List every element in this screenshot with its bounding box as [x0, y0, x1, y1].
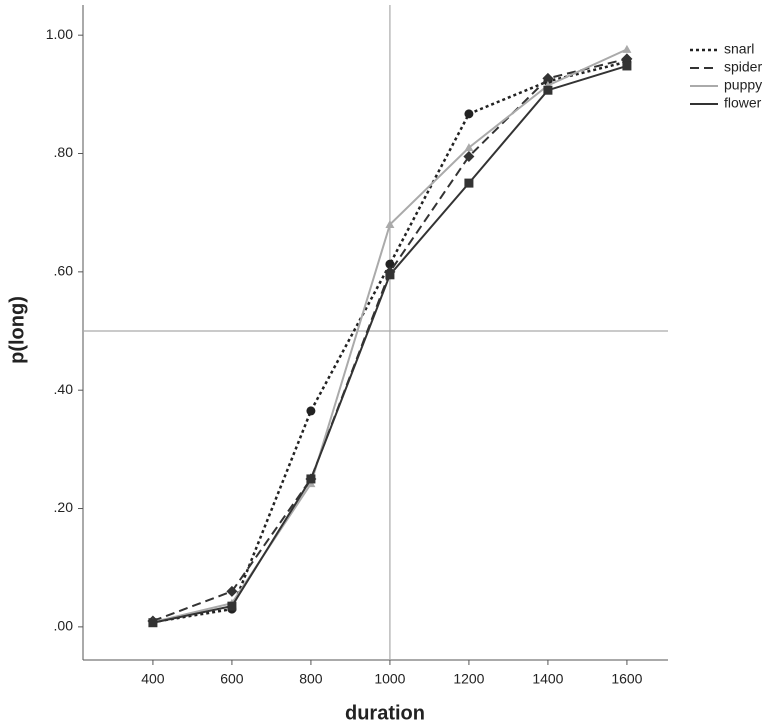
y-tick-label: .80	[54, 144, 74, 160]
marker	[622, 61, 632, 71]
marker	[463, 150, 475, 162]
marker	[464, 178, 474, 188]
x-tick-label: 800	[299, 671, 323, 687]
x-tick-label: 1200	[453, 671, 484, 687]
x-axis-label: duration	[345, 702, 425, 724]
x-tick-label: 600	[220, 671, 244, 687]
marker	[542, 72, 554, 84]
marker	[385, 270, 395, 280]
marker	[543, 85, 553, 95]
legend-label: snarl	[724, 41, 754, 57]
x-tick-label: 1000	[374, 671, 405, 687]
marker	[226, 585, 238, 597]
marker	[148, 618, 158, 628]
y-tick-label: .60	[54, 263, 74, 279]
y-axis-label: p(long)	[6, 296, 28, 364]
marker	[385, 220, 395, 229]
legend-label: puppy	[724, 77, 762, 93]
marker	[306, 406, 316, 416]
y-tick-label: .20	[54, 499, 74, 515]
y-tick-label: 1.00	[46, 26, 73, 42]
y-tick-label: .00	[54, 618, 74, 634]
marker	[385, 259, 395, 269]
x-tick-label: 1400	[532, 671, 563, 687]
marker	[227, 601, 237, 611]
x-tick-label: 400	[141, 671, 165, 687]
x-tick-label: 1600	[611, 671, 642, 687]
marker	[622, 44, 632, 53]
legend-label: spider	[724, 59, 762, 75]
y-tick-label: .40	[54, 381, 74, 397]
marker	[464, 143, 474, 152]
legend-label: flower	[724, 95, 762, 111]
marker	[464, 109, 474, 119]
marker	[306, 474, 316, 484]
